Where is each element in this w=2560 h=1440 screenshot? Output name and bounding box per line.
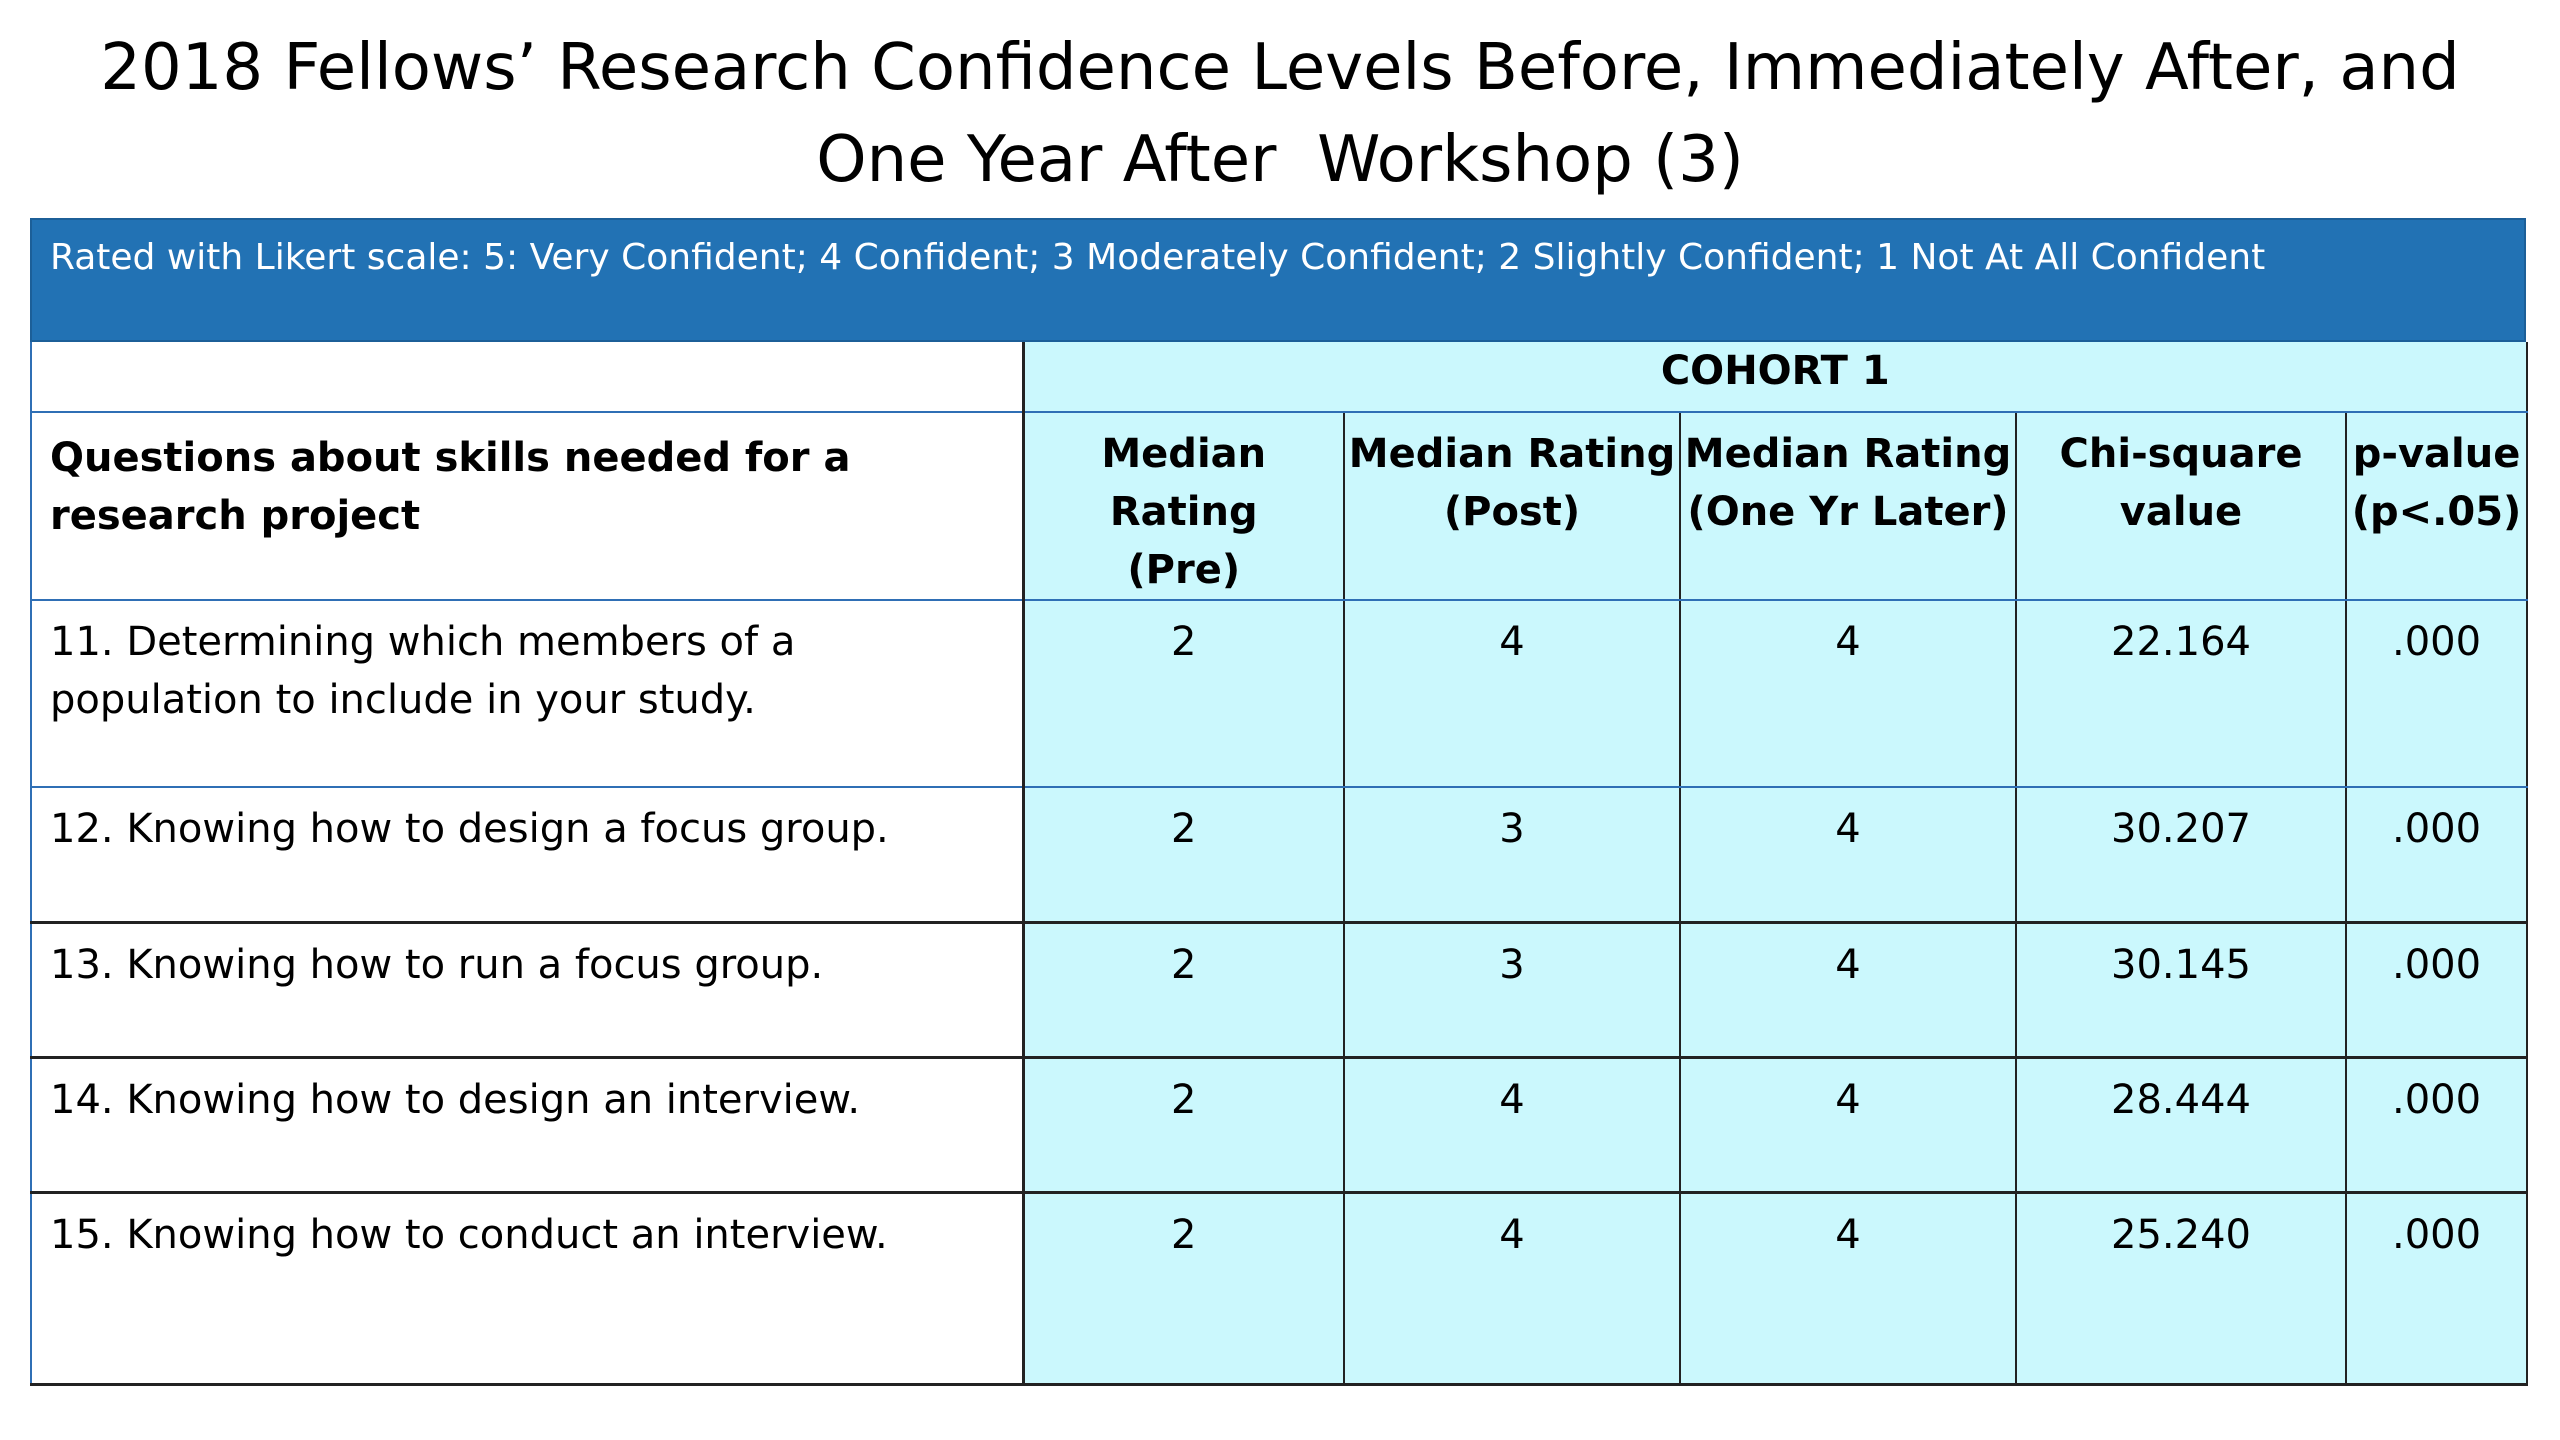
median-one-yr-cell: 4 [1679,922,2017,1059]
header-chi-square-line2: value [2119,489,2243,535]
median-one-yr-cell: 4 [1679,600,2017,788]
header-median-post-line2: (Post) [1443,489,1581,535]
table-row: 14. Knowing how to design an interview. … [30,1057,2529,1194]
table-row: 13. Knowing how to run a focus group. 2 … [30,922,2529,1059]
likert-scale-text: Rated with Likert scale: 5: Very Confide… [50,237,2266,278]
cohort-row: COHORT 1 [30,342,2529,413]
header-chi-square: Chi-square value [2015,412,2347,601]
question-header: Questions about skills needed for a rese… [30,412,1025,601]
header-p-value: p-value (p<.05) [2344,412,2529,601]
cohort-label: COHORT 1 [1021,342,2529,413]
header-p-value-line2: (p<.05) [2351,489,2522,535]
empty-header-cell [30,342,1025,413]
chi-square-cell: 22.164 [2015,600,2347,788]
chi-square-cell: 30.145 [2015,922,2347,1059]
question-cell: 11. Determining which members of a popul… [30,600,1025,788]
header-median-pre: Median Rating (Pre) [1022,412,1345,601]
header-median-one-yr-line1: Median Rating [1684,431,2012,477]
question-cell: 12. Knowing how to design a focus group. [30,787,1025,924]
median-one-yr-cell: 4 [1679,787,2017,924]
header-median-one-yr-line2: (One Yr Later) [1687,489,2009,535]
slide-title-line-2: One Year After Workshop (3) [816,123,1744,197]
median-pre-cell: 2 [1022,1057,1345,1194]
median-pre-cell: 2 [1022,787,1345,924]
question-cell: 15. Knowing how to conduct an interview. [30,1192,1025,1386]
median-one-yr-cell: 4 [1679,1192,2017,1386]
median-post-cell: 3 [1343,787,1681,924]
column-header-row: Questions about skills needed for a rese… [30,412,2529,601]
p-value-cell: .000 [2344,922,2529,1059]
p-value-cell: .000 [2344,600,2529,788]
likert-scale-banner: Rated with Likert scale: 5: Very Confide… [30,218,2526,342]
question-cell: 13. Knowing how to run a focus group. [30,922,1025,1059]
median-post-cell: 4 [1343,1057,1681,1194]
header-p-value-line1: p-value [2352,431,2521,477]
median-post-cell: 4 [1343,1192,1681,1386]
p-value-cell: .000 [2344,1057,2529,1194]
median-pre-cell: 2 [1022,1192,1345,1386]
table-row: 11. Determining which members of a popul… [30,600,2529,788]
p-value-cell: .000 [2344,1192,2529,1386]
slide-title-line-1: 2018 Fellows’ Research Confidence Levels… [100,31,2460,105]
header-median-pre-line2: (Pre) [1127,547,1241,593]
median-post-cell: 3 [1343,922,1681,1059]
median-pre-cell: 2 [1022,600,1345,788]
header-median-post-line1: Median Rating [1348,431,1676,477]
median-one-yr-cell: 4 [1679,1057,2017,1194]
results-table: COHORT 1 Questions about skills needed f… [30,342,2529,1386]
median-post-cell: 4 [1343,600,1681,788]
chi-square-cell: 28.444 [2015,1057,2347,1194]
question-cell: 14. Knowing how to design an interview. [30,1057,1025,1194]
header-median-pre-line1: Median Rating [1101,431,1267,535]
table-row: 12. Knowing how to design a focus group.… [30,787,2529,924]
header-median-one-yr: Median Rating (One Yr Later) [1679,412,2017,601]
table-row: 15. Knowing how to conduct an interview.… [30,1192,2529,1386]
median-pre-cell: 2 [1022,922,1345,1059]
chi-square-cell: 30.207 [2015,787,2347,924]
header-median-post: Median Rating (Post) [1343,412,1681,601]
header-chi-square-line1: Chi-square [2059,431,2303,477]
p-value-cell: .000 [2344,787,2529,924]
chi-square-cell: 25.240 [2015,1192,2347,1386]
slide-title: 2018 Fellows’ Research Confidence Levels… [0,22,2560,206]
